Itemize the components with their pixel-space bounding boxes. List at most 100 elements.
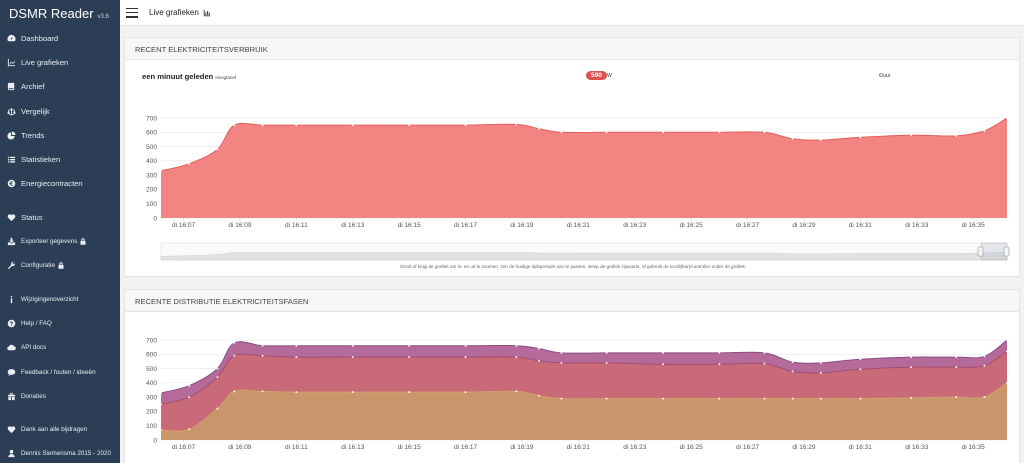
usage-series-1-point: [537, 127, 540, 130]
phases-series-3-point: [464, 344, 467, 347]
phases-series-2-point: [791, 370, 794, 373]
usage-x-tick: di 16:15: [398, 222, 422, 229]
usage-series-1-point: [261, 124, 264, 127]
sidebar-item-dashboard[interactable]: Dashboard: [0, 26, 120, 50]
sidebar-item-label: Statistieken: [21, 155, 61, 165]
usage-stats: een minuut geleden Hoogtarief 590 W €/uur: [125, 71, 1021, 84]
usage-series-1-point: [955, 134, 958, 137]
phases-series-3-point: [560, 351, 563, 354]
usage-timestamp: een minuut geleden Hoogtarief: [142, 72, 236, 81]
usage-series-1-point: [515, 123, 518, 126]
sidebar-item-wijzigingen[interactable]: Wijzigingenoverzicht: [0, 287, 120, 311]
phases-chart[interactable]: 0 100 200 300 400 500 600 700 di 16:07 di 16:09 di…: [125, 290, 1021, 463]
phases-series-2-point: [537, 359, 540, 362]
phases-series-1-point: [661, 397, 664, 400]
user-icon: [6, 449, 16, 459]
phases-x-tick: di 16:27: [736, 444, 760, 451]
usage-x-tick: di 16:21: [567, 222, 591, 229]
page-title: Live grafieken: [149, 8, 199, 17]
phases-x-tick: di 16:19: [510, 444, 534, 451]
phases-series-3-point: [188, 384, 191, 387]
usage-x-tick: di 16:11: [285, 222, 308, 229]
download-icon: [6, 237, 16, 247]
phases-x-tick: di 16:13: [341, 444, 365, 451]
sidebar-item-trends[interactable]: Trends: [0, 123, 120, 147]
phases-series-1-point: [261, 390, 264, 393]
phases-series-2-point: [295, 356, 298, 359]
phases-x-tick: di 16:09: [228, 444, 252, 451]
heart-icon: [6, 425, 16, 435]
list-icon: [6, 155, 16, 165]
usage-series-1-point: [763, 131, 766, 134]
lock-icon: [80, 238, 86, 245]
phases-x-tick: di 16:21: [567, 444, 591, 451]
phases-series-3-point: [351, 344, 354, 347]
sidebar-item-statistieken[interactable]: Statistieken: [0, 147, 120, 171]
sidebar-item-api-docs[interactable]: API docs: [0, 336, 120, 360]
sidebar-item-help[interactable]: Help / FAQ: [0, 311, 120, 335]
usage-series-1-point: [188, 162, 191, 165]
phases-series-2-point: [718, 363, 721, 366]
app-version: v3.6: [97, 14, 109, 20]
usage-chart[interactable]: 0 100 200 300 400 500 600 700 di 16:07 di 16:09 di…: [125, 38, 1021, 278]
sidebar-item-vergelijk[interactable]: Vergelijk: [0, 99, 120, 123]
usage-y-tick: 200: [146, 187, 157, 194]
wrench-icon: [6, 261, 16, 271]
sidebar-item-label: Feedback / fouten / ideeën: [21, 368, 96, 376]
phases-series-3-point: [160, 391, 162, 394]
sidebar-item-bijdragen[interactable]: Dank aan alle bijdragen: [0, 417, 120, 441]
sidebar-spacer: [0, 196, 120, 205]
phases-x-tick: di 16:15: [398, 444, 422, 451]
usage-series-1-point: [1006, 117, 1008, 119]
phases-series-1-point: [351, 391, 354, 394]
sidebar-item-label: Dennis Siemensma 2015 - 2020: [21, 450, 111, 458]
usage-x-tick: di 16:07: [172, 222, 196, 229]
gift-icon: [6, 391, 16, 401]
sidebar-item-label: Dank aan alle bijdragen: [21, 426, 88, 434]
sidebar-item-archief[interactable]: Archief: [0, 75, 120, 99]
chart-navigator[interactable]: [160, 242, 1010, 261]
phases-series-3-point: [408, 344, 411, 347]
sidebar-item-feedback[interactable]: Feedback / fouten / ideeën: [0, 360, 120, 384]
phases-series-1-point: [1006, 381, 1008, 384]
sidebar-item-label: Energiecontracten: [21, 179, 83, 189]
hamburger-menu-icon[interactable]: [126, 7, 138, 18]
sidebar-item-configuratie[interactable]: Configuratie: [0, 254, 120, 278]
phases-series-3-point: [261, 344, 264, 347]
phases-series-3-point: [791, 361, 794, 364]
sidebar-item-label: Help / FAQ: [21, 319, 52, 327]
usage-series-1-point: [295, 124, 298, 127]
phases-series-3-point: [1006, 339, 1008, 341]
sidebar-item-label: Live grafieken: [21, 57, 69, 67]
navigator-handle-left: [977, 246, 984, 257]
sidebar-item-copyright[interactable]: Dennis Siemensma 2015 - 2020: [0, 442, 120, 463]
phases-series-1-point: [560, 397, 563, 400]
usage-x-tick: di 16:09: [228, 222, 252, 229]
usage-y-tick: 0: [153, 215, 157, 222]
usage-series-1-point: [160, 169, 162, 172]
sidebar-item-donaties[interactable]: Donaties: [0, 384, 120, 408]
sidebar-item-energiecontracten[interactable]: Energiecontracten: [0, 172, 120, 196]
sidebar-item-live-grafieken[interactable]: Live grafieken: [0, 50, 120, 74]
phases-series-3-point: [537, 347, 540, 350]
usage-series-1-point: [718, 131, 721, 134]
usage-series-1-point: [859, 136, 862, 139]
usage-panel-title: RECENT ELEKTRICITEITSVERBRUIK: [125, 38, 1019, 60]
sidebar-item-status[interactable]: Status: [0, 205, 120, 229]
book-icon: [6, 82, 16, 92]
usage-series-1-point: [819, 139, 822, 142]
phases-series-3-point: [216, 367, 219, 370]
phases-y-tick: 100: [146, 423, 157, 430]
phases-series-2-point: [955, 366, 958, 369]
phases-x-tick: di 16:11: [285, 444, 308, 451]
sidebar-spacer: [0, 408, 120, 417]
phases-series-3-point: [718, 351, 721, 354]
phases-series-1-point: [515, 390, 518, 393]
sidebar-item-label: Donaties: [21, 392, 46, 400]
sidebar-item-exporteer[interactable]: Exporteer gegevens: [0, 229, 120, 253]
app-name: DSMR Reader: [9, 6, 94, 21]
brand[interactable]: DSMR Reader v3.6: [0, 0, 120, 26]
phases-y-tick: 700: [146, 337, 157, 344]
phases-y-tick: 500: [146, 366, 157, 373]
sidebar-item-label: Trends: [21, 130, 45, 140]
